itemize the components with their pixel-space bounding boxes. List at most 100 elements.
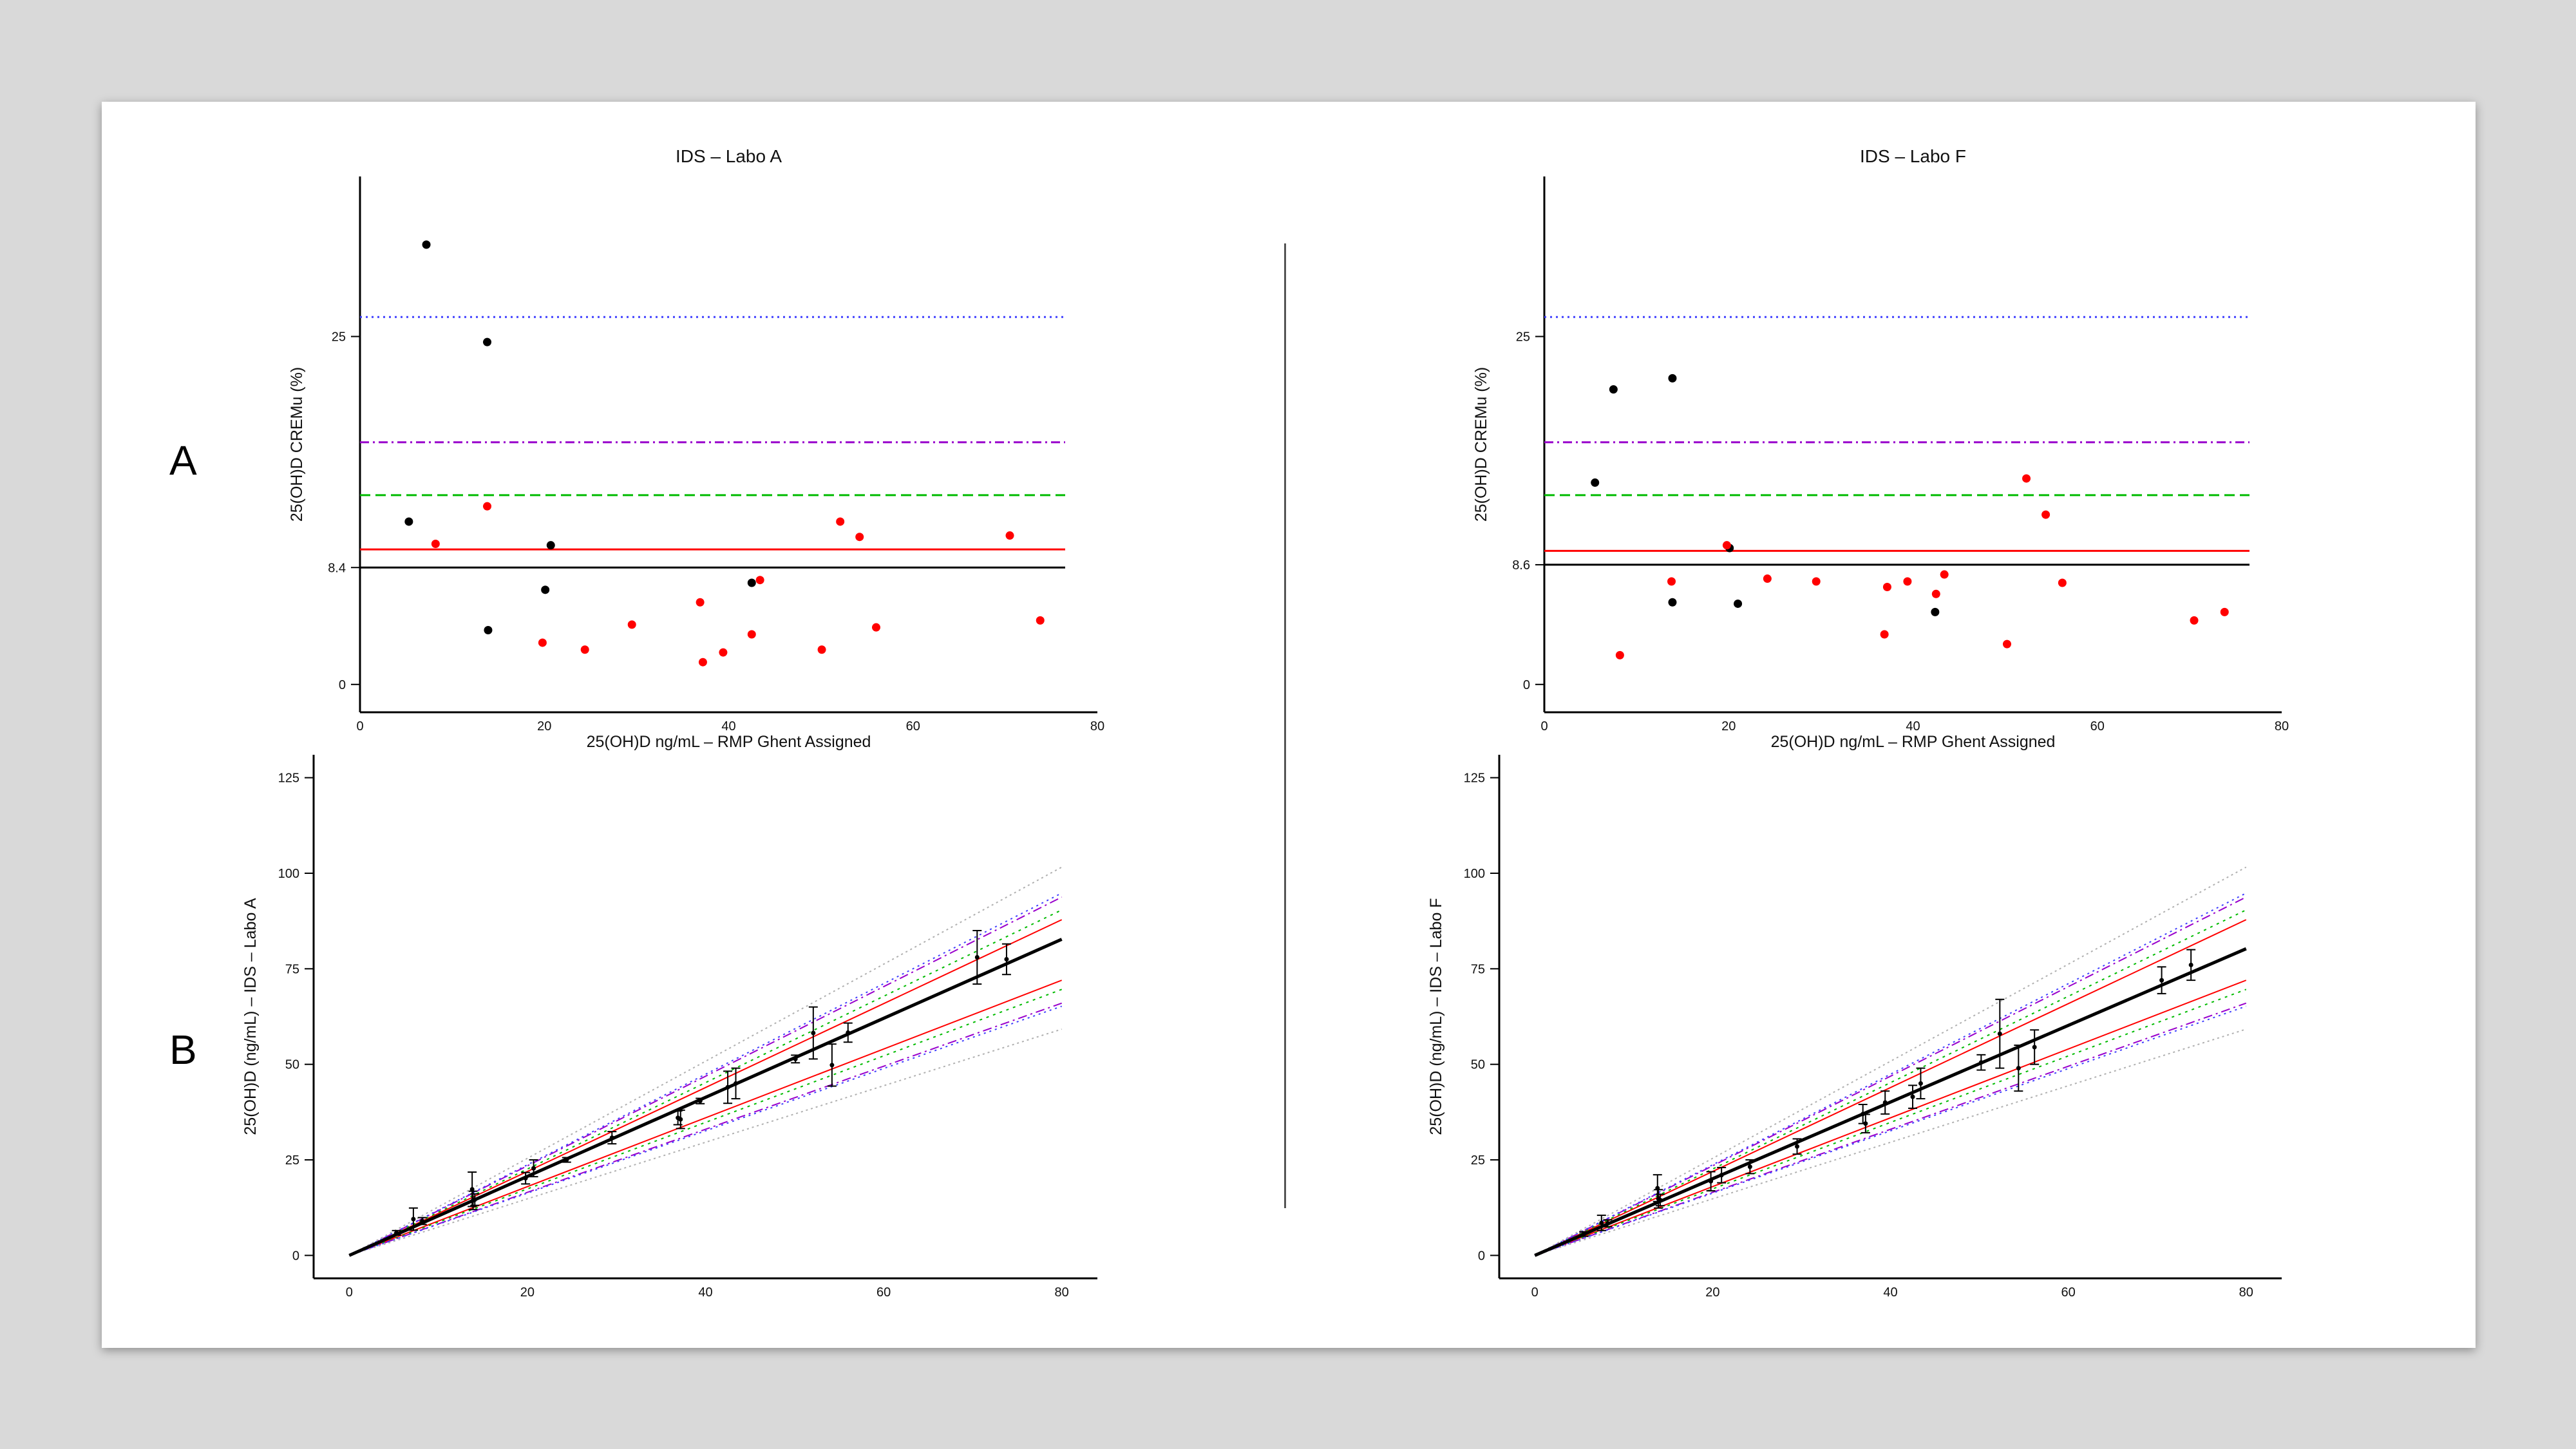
- data-point-red: [431, 540, 440, 549]
- data-point-red: [1763, 574, 1772, 583]
- data-point-black: [1609, 385, 1618, 394]
- x-tick-label: 80: [1055, 1285, 1069, 1300]
- acceptance-line-red: [1534, 919, 2247, 1256]
- chart-B-right: 0 25 50 75 100 125 0 20 40 60 80 25(OH)D (ng/mL) – …: [1427, 755, 2282, 1300]
- chart-B-left: 0 25 50 75 100 125 0 20 40 60 80 25(OH)D (ng/mL) – …: [242, 755, 1097, 1300]
- data-point-red: [1882, 583, 1891, 592]
- acceptance-line-red: [348, 919, 1063, 1256]
- x-tick-label: 40: [721, 719, 735, 734]
- chart-title: IDS – Labo A: [676, 146, 782, 166]
- acceptance-line-green: [348, 909, 1063, 1256]
- data-point-black: [404, 517, 413, 526]
- y-tick-label: 8.4: [328, 561, 346, 575]
- chart-A-left: 0 8.4 25 0 20 40 60 80 IDS – Labo A 25(OH)D ng/mL…: [288, 146, 1104, 751]
- data-point: [2032, 1045, 2037, 1050]
- data-point-red: [538, 638, 547, 647]
- data-point-red: [1812, 577, 1821, 586]
- data-point: [829, 1063, 835, 1068]
- data-point: [1910, 1094, 1915, 1099]
- data-point: [725, 1084, 730, 1090]
- x-tick-label: 60: [2061, 1285, 2076, 1300]
- acceptance-line-blue: [1534, 1005, 2247, 1256]
- data-point: [1605, 1221, 1610, 1226]
- y-tick-label: 25: [1516, 330, 1530, 345]
- data-point-red: [747, 630, 756, 639]
- data-point: [1599, 1220, 1604, 1226]
- data-point-black: [747, 578, 756, 587]
- panel-divider: [1284, 243, 1286, 1208]
- y-tick-label: 0: [339, 678, 346, 692]
- data-point: [734, 1081, 739, 1086]
- data-point-red: [483, 502, 492, 511]
- x-tick-label: 60: [906, 719, 920, 734]
- data-point: [793, 1056, 798, 1061]
- x-tick-label: 60: [2090, 719, 2105, 734]
- data-point-black: [1668, 598, 1677, 607]
- x-tick-label: 40: [1883, 1285, 1897, 1300]
- acceptance-line-red: [1534, 980, 2247, 1256]
- y-tick-label: 50: [285, 1058, 299, 1072]
- data-point: [1709, 1179, 1714, 1184]
- data-point: [472, 1197, 477, 1202]
- x-tick-label: 20: [1705, 1285, 1719, 1300]
- data-point: [974, 955, 980, 960]
- regression-line: [348, 938, 1063, 1257]
- x-tick-label: 20: [537, 719, 551, 734]
- data-point-red: [836, 517, 845, 526]
- data-point-red: [1903, 577, 1912, 586]
- y-tick-label: 0: [1478, 1249, 1485, 1263]
- y-tick-label: 125: [278, 772, 299, 786]
- data-point: [678, 1117, 683, 1122]
- data-point: [1747, 1164, 1752, 1170]
- data-point: [609, 1135, 614, 1141]
- data-point-red: [755, 576, 764, 585]
- data-point: [1997, 1031, 2002, 1036]
- data-point-red: [1931, 589, 1940, 598]
- data-point: [1882, 1100, 1888, 1105]
- data-point-red: [1036, 616, 1045, 625]
- y-tick-label: 75: [285, 962, 299, 976]
- data-point: [1004, 956, 1009, 961]
- acceptance-line-gray: [348, 866, 1063, 1256]
- data-point-red: [2058, 578, 2067, 587]
- acceptance-line-blue: [348, 892, 1063, 1256]
- x-tick-label: 40: [1906, 719, 1920, 734]
- acceptance-line-purple: [348, 1002, 1063, 1256]
- data-point: [1795, 1144, 1800, 1149]
- acceptance-line-green: [1534, 989, 2247, 1256]
- data-point: [394, 1230, 399, 1235]
- acceptance-line-red: [348, 980, 1063, 1256]
- y-tick-label: 50: [1471, 1058, 1485, 1072]
- x-axis-label: 25(OH)D ng/mL – RMP Ghent Assigned: [1771, 733, 2056, 751]
- data-point-red: [627, 620, 636, 629]
- data-point: [846, 1030, 851, 1035]
- data-point-red: [696, 598, 705, 607]
- data-point: [1918, 1081, 1923, 1086]
- data-point: [411, 1217, 416, 1222]
- data-point-black: [484, 625, 493, 634]
- data-point-red: [1667, 577, 1676, 586]
- y-tick-label: 0: [1523, 678, 1530, 692]
- data-point: [523, 1176, 528, 1181]
- data-point: [1581, 1231, 1586, 1236]
- x-tick-label: 0: [356, 719, 363, 734]
- data-point: [2159, 978, 2164, 983]
- data-point-black: [1931, 607, 1940, 616]
- acceptance-line-gray: [349, 1028, 1062, 1256]
- data-point-red: [2002, 639, 2011, 649]
- data-point: [1863, 1121, 1868, 1126]
- y-axis-label: 25(OH)D (ng/mL) – IDS – Labo F: [1427, 898, 1445, 1135]
- data-point-black: [422, 240, 431, 249]
- x-tick-label: 0: [1540, 719, 1548, 734]
- row-label-b: B: [169, 1027, 197, 1073]
- data-point: [531, 1166, 536, 1171]
- y-tick-label: 125: [1464, 772, 1485, 786]
- acceptance-line-purple: [1534, 896, 2247, 1256]
- y-tick-label: 0: [292, 1249, 299, 1263]
- acceptance-line-purple: [348, 896, 1063, 1256]
- data-point-red: [1722, 541, 1731, 550]
- chart-A-right: 0 8.6 25 0 20 40 60 80 IDS – Labo F 25(OH)D ng/mL…: [1472, 146, 2289, 751]
- data-point: [564, 1157, 569, 1162]
- data-point-red: [698, 658, 707, 667]
- data-point-red: [2220, 607, 2229, 616]
